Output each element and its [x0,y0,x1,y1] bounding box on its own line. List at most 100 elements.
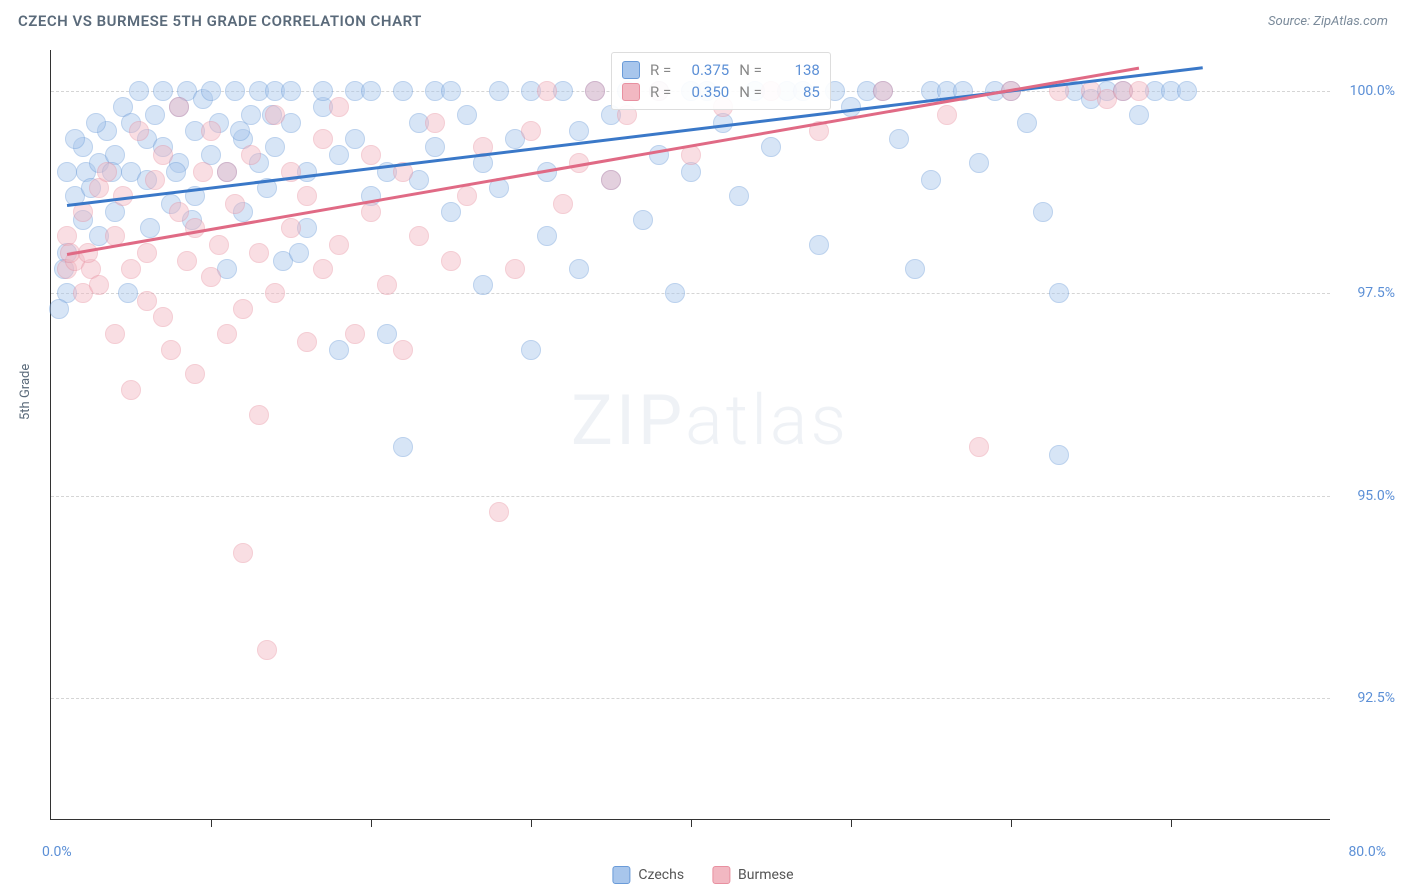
y-tick-label: 92.5% [1357,690,1395,706]
scatter-point-burmese [217,324,237,344]
chart-source: Source: ZipAtlas.com [1268,14,1388,29]
watermark-zip: ZIP [571,380,685,462]
scatter-point-burmese [873,81,893,101]
scatter-point-burmese [521,121,541,141]
x-tick [691,819,692,827]
scatter-point-burmese [361,145,381,165]
scatter-point-czechs [65,129,85,149]
scatter-point-burmese [329,97,349,117]
scatter-point-burmese [185,218,205,238]
scatter-point-czechs [57,162,77,182]
scatter-point-burmese [1129,81,1149,101]
scatter-point-czechs [841,97,861,117]
scatter-point-burmese [249,405,269,425]
scatter-point-czechs [473,275,493,295]
scatter-point-burmese [185,364,205,384]
legend-r-label: R = [650,61,671,79]
scatter-point-burmese [281,218,301,238]
legend-n-label: N = [739,61,762,79]
scatter-point-burmese [121,380,141,400]
scatter-point-burmese [409,226,429,246]
legend-label-czechs: Czechs [638,867,684,883]
scatter-point-burmese [137,291,157,311]
scatter-point-burmese [193,162,213,182]
scatter-point-czechs [761,137,781,157]
scatter-point-czechs [153,81,173,101]
legend-bottom: Czechs Burmese [612,866,793,884]
watermark: ZIPatlas [571,380,849,462]
legend-n-value-czechs: 138 [772,61,820,79]
x-tick [1011,819,1012,827]
scatter-point-czechs [633,210,653,230]
y-tick-label: 97.5% [1357,285,1395,301]
legend-stats-row-burmese: R = 0.350 N = 85 [622,81,820,103]
scatter-point-burmese [201,267,221,287]
scatter-point-burmese [505,259,525,279]
scatter-point-burmese [345,324,365,344]
scatter-point-burmese [169,202,189,222]
scatter-point-czechs [441,81,461,101]
scatter-point-burmese [329,235,349,255]
scatter-point-burmese [249,243,269,263]
x-tick [211,819,212,827]
scatter-point-burmese [553,194,573,214]
scatter-point-burmese [169,97,189,117]
gridline-h [51,496,1330,497]
plot-area: ZIPatlas 92.5%95.0%97.5%100.0%R =0.375N … [50,50,1330,820]
scatter-point-burmese [377,275,397,295]
scatter-point-burmese [225,194,245,214]
scatter-point-czechs [49,299,69,319]
scatter-point-czechs [118,283,138,303]
scatter-point-czechs [393,437,413,457]
legend-r-value-burmese: 0.350 [681,83,729,101]
scatter-point-czechs [1033,202,1053,222]
legend-swatch-burmese [622,83,640,101]
scatter-point-czechs [361,81,381,101]
y-tick-label: 95.0% [1357,488,1395,504]
scatter-point-burmese [97,162,117,182]
scatter-point-czechs [457,105,477,125]
scatter-point-czechs [1049,445,1069,465]
scatter-point-czechs [1017,113,1037,133]
scatter-point-czechs [145,105,165,125]
scatter-point-burmese [129,121,149,141]
scatter-point-burmese [313,129,333,149]
scatter-point-czechs [665,283,685,303]
legend-r-label: R = [650,83,671,101]
scatter-point-czechs [1177,81,1197,101]
scatter-point-burmese [265,283,285,303]
gridline-h [51,698,1330,699]
scatter-point-czechs [329,340,349,360]
scatter-point-czechs [230,121,250,141]
scatter-point-burmese [177,251,197,271]
scatter-point-burmese [241,145,261,165]
scatter-point-czechs [1049,283,1069,303]
scatter-point-czechs [809,235,829,255]
scatter-point-czechs [129,81,149,101]
legend-item-burmese: Burmese [712,866,794,884]
scatter-point-burmese [937,105,957,125]
scatter-point-burmese [201,121,221,141]
legend-n-label: N = [739,83,762,101]
scatter-point-czechs [265,137,285,157]
scatter-point-burmese [425,113,445,133]
scatter-point-czechs [905,259,925,279]
scatter-point-czechs [441,202,461,222]
x-tick [1171,819,1172,827]
scatter-point-burmese [145,170,165,190]
legend-n-value-burmese: 85 [772,83,820,101]
scatter-point-burmese [137,243,157,263]
scatter-point-burmese [161,340,181,360]
scatter-point-czechs [569,259,589,279]
legend-stats: R =0.375N =138R =0.350N =85 [611,52,831,110]
scatter-point-czechs [729,186,749,206]
y-tick-label: 100.0% [1350,83,1395,99]
watermark-atlas: atlas [685,380,849,462]
chart-title: CZECH VS BURMESE 5TH GRADE CORRELATION C… [18,12,422,30]
x-axis-min-label: 0.0% [42,844,72,860]
scatter-point-czechs [489,81,509,101]
scatter-point-burmese [969,437,989,457]
scatter-point-burmese [217,162,237,182]
scatter-point-burmese [457,186,477,206]
scatter-point-czechs [969,153,989,173]
